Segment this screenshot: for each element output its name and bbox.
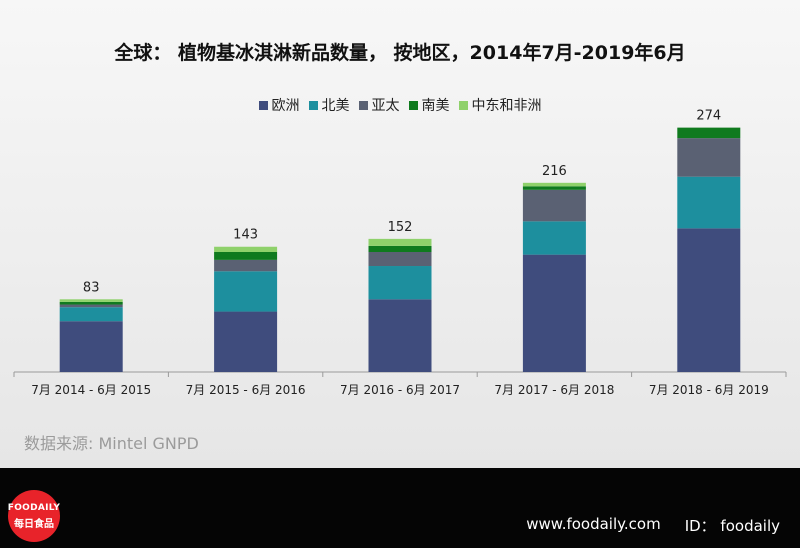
bar-segment	[59, 321, 123, 372]
legend-swatch	[258, 100, 268, 110]
bar-segment	[59, 299, 123, 302]
bar-segment	[214, 246, 278, 252]
legend-swatch	[458, 100, 468, 110]
x-tick-label: 7月 2015 - 6月 2016	[186, 383, 306, 397]
legend-item: 南美	[408, 95, 450, 115]
bar-segment	[214, 311, 278, 372]
logo-text-en: FOODAILY	[7, 502, 61, 513]
x-tick-label: 7月 2017 - 6月 2018	[494, 383, 614, 397]
footer-text: www.foodaily.com ID： foodaily	[526, 515, 780, 536]
legend-item: 亚太	[358, 95, 400, 115]
legend-swatch	[308, 100, 318, 110]
bar-segment	[522, 189, 586, 222]
legend-item: 北美	[308, 95, 350, 115]
bar-segment	[677, 176, 741, 229]
bar-segment	[522, 221, 586, 255]
logo-text-cn: 每日食品	[14, 518, 54, 530]
chart-title: 全球： 植物基冰淇淋新品数量， 按地区，2014年7月-2019年6月	[114, 42, 686, 64]
bar-segment	[59, 304, 123, 308]
bar-segment	[59, 307, 123, 322]
bar-total-label: 274	[696, 109, 721, 124]
footer-bar: FOODAILY 每日食品 www.foodaily.com ID： fooda…	[0, 468, 800, 548]
bar-segment	[368, 266, 432, 300]
bar-total-label: 216	[542, 164, 567, 179]
bar-segment	[214, 271, 278, 312]
website-text: www.foodaily.com	[526, 515, 661, 533]
legend-label: 欧洲	[271, 98, 300, 114]
legend-label: 中东和非洲	[471, 98, 542, 114]
chart-panel	[0, 0, 800, 468]
foodaily-logo: FOODAILY 每日食品	[8, 490, 60, 542]
bar-segment	[368, 252, 432, 267]
bar-total-label: 143	[233, 228, 258, 243]
bar-segment	[677, 138, 741, 177]
x-tick-label: 7月 2018 - 6月 2019	[649, 383, 769, 397]
bar-segment	[677, 228, 741, 372]
legend: 欧洲 北美 亚太 南美 中东和非洲	[0, 95, 800, 115]
legend-label: 北美	[321, 98, 350, 114]
legend-label: 亚太	[371, 98, 400, 114]
bar-segment	[368, 238, 432, 246]
stacked-bar-chart: 83 7月 2014 - 6月 2015 143 7月 2015 - 6月 2016 1…	[13, 109, 787, 397]
bar-segment	[368, 299, 432, 372]
bar-segment	[522, 182, 586, 187]
source-note: 数据来源: Mintel GNPD	[24, 434, 199, 453]
bar-segment	[677, 127, 741, 139]
x-tick-label: 7月 2016 - 6月 2017	[340, 383, 460, 397]
id-text: ID： foodaily	[684, 517, 780, 535]
legend-swatch	[358, 100, 368, 110]
bar-segment	[522, 186, 586, 190]
bar-segment	[59, 301, 123, 305]
bar-segment	[368, 245, 432, 252]
bar-total-label: 152	[388, 220, 413, 235]
legend-item: 中东和非洲	[458, 95, 542, 115]
bar-total-label: 83	[83, 280, 100, 295]
bar-segment	[214, 259, 278, 272]
legend-swatch	[408, 100, 418, 110]
x-tick-label: 7月 2014 - 6月 2015	[31, 383, 151, 397]
legend-item: 欧洲	[258, 95, 300, 115]
bar-segment	[214, 252, 278, 260]
bar-segment	[522, 254, 586, 372]
legend-label: 南美	[421, 98, 450, 114]
